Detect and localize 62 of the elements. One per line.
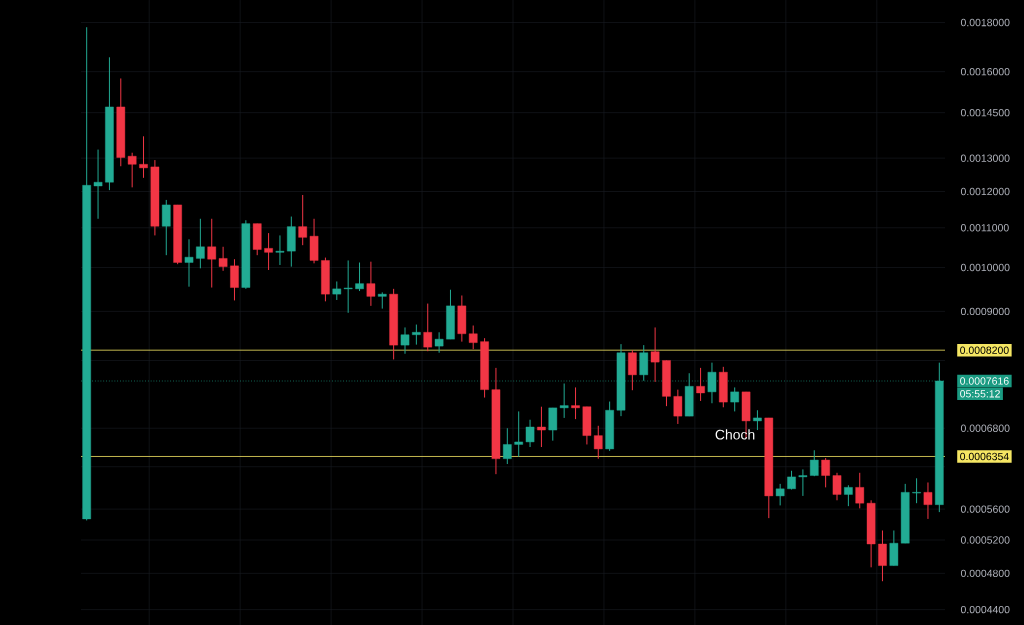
candlestick: [196, 218, 205, 269]
y-tick-label: 0.0013000: [960, 154, 1010, 162]
candlestick: [809, 449, 819, 477]
candlestick: [571, 386, 580, 420]
y-tick-label: 0.0006800: [960, 424, 1010, 432]
candlestick: [889, 529, 899, 567]
candlestick: [161, 199, 171, 256]
y-tick-label: 0.0009000: [960, 307, 1010, 316]
y-tick-label: 0.0011000: [960, 224, 1009, 232]
candlestick: [628, 349, 637, 391]
candlestick: [878, 529, 887, 582]
candlestick: [355, 262, 364, 292]
candlestick: [639, 344, 649, 382]
candlestick: [366, 261, 376, 307]
y-tick-label: 0.0016000: [960, 67, 1010, 76]
candlestick: [218, 246, 228, 272]
candlestick: [673, 389, 683, 425]
candlestick: [798, 468, 808, 497]
candlestick: [139, 135, 148, 179]
candlestick: [525, 419, 535, 448]
candlestick: [207, 218, 217, 289]
candlestick: [400, 326, 410, 355]
candlestick: [696, 367, 705, 402]
ref-line-label: 0.0006354: [960, 452, 1009, 461]
candlestick: [821, 457, 830, 488]
candlestick: [423, 303, 433, 352]
candlestick: [298, 194, 307, 246]
y-tick-label: 0.0010000: [960, 263, 1010, 272]
candlestick: [753, 409, 762, 431]
ref-line-label: 0.0008200: [960, 346, 1009, 354]
candlestick: [434, 331, 444, 354]
candlestick: [93, 149, 103, 220]
candlestick: [650, 326, 660, 383]
candlestick: [775, 483, 785, 506]
candlestick: [503, 427, 512, 465]
candlestick: [844, 484, 853, 507]
y-tick-label: 0.0004800: [960, 569, 1010, 578]
candlestick: [230, 258, 239, 301]
candlestick: [912, 477, 921, 504]
candlestick: [730, 386, 739, 412]
y-tick-label: 0.0005200: [960, 536, 1010, 544]
y-tick-label: 0.0014500: [960, 108, 1010, 117]
candlestick: [707, 362, 717, 404]
candlestick: [855, 472, 865, 509]
candlestick: [787, 470, 796, 491]
y-tick-label: 0.0005600: [960, 505, 1010, 513]
ref-line-label: 0.0007616: [960, 377, 1009, 385]
y-tick-label: 0.0018000: [960, 18, 1010, 27]
candlestick: [468, 325, 478, 350]
candlestick: [412, 324, 421, 346]
text: 05:55:12: [960, 390, 1000, 398]
candlestick: [593, 425, 603, 460]
candlestick: [264, 232, 273, 271]
candlestick: [923, 481, 933, 520]
candlestick: [832, 472, 842, 501]
candlestick: [275, 234, 285, 266]
y-tick-label: 0.0004400: [960, 605, 1010, 614]
candlestick: [514, 410, 523, 458]
y-tick-label: 0.0012000: [960, 187, 1010, 196]
annotation: Choch: [715, 429, 755, 440]
candlestick: [537, 406, 546, 448]
candlestick: [184, 238, 194, 288]
